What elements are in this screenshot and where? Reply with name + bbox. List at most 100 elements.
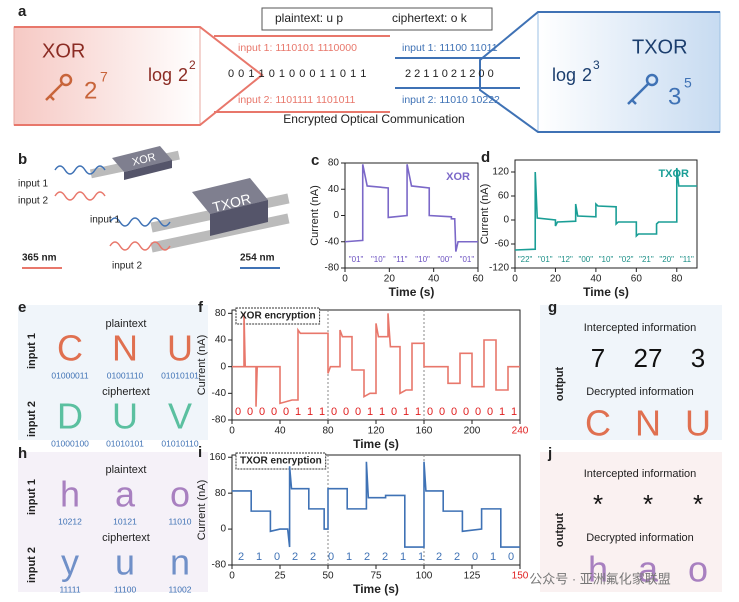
watermark: 公众号 · 亚洲氟化家联盟 [529,571,671,586]
annotation: "00" [578,255,593,264]
y-tick-label: 80 [215,308,227,319]
label: plaintext [106,464,147,476]
annotation: 2 [436,551,442,563]
annotation: 0 [271,406,277,418]
annotation: 0 [235,406,241,418]
letter: y [61,542,79,583]
label: 2 2 1 1 0 2 1 2 0 0 [405,68,494,80]
annotation: "01" [460,255,475,264]
annotation: "02" [619,255,634,264]
log: log [552,65,576,85]
y-tick-label: -80 [212,415,227,426]
annotation: 1 [379,406,385,418]
annotation: 2 [292,551,298,563]
panel-letter: d [481,149,490,166]
label: input 2: 11010 10222 [402,94,500,106]
label: Decrypted information [586,532,694,544]
x-tick-label: 60 [472,274,484,285]
intercepted: 27 [634,343,663,373]
decrypted: h [588,549,608,590]
letter: u [115,542,135,583]
title-box [235,452,327,470]
letter: V [168,396,192,437]
label: input 2 [18,196,48,207]
chart-title: XOR encryption [240,311,316,322]
code: 11002 [168,584,191,594]
annotation: "01" [538,255,553,264]
annotation: 1 [295,406,301,418]
title-box [235,307,321,325]
chart [228,307,521,424]
label: plaintext [106,318,147,330]
letter: D [57,396,83,437]
y-tick-label: -40 [212,388,227,399]
row-label: input 1 [26,479,38,515]
annotation: 1 [415,406,421,418]
text-box [261,7,493,31]
letter: U [167,328,193,369]
panel-letter: i [198,444,202,461]
chart-title: TXOR encryption [240,456,322,467]
code: 11111 [59,584,80,594]
decrypted: a [638,549,659,590]
annotation: "10" [371,255,386,264]
x-tick-label: 40 [590,274,602,285]
x-tick-label: 75 [370,571,382,582]
log-exp: 3 [593,58,600,72]
y-axis-label: Current (nA) [196,335,208,396]
label: input 1 [90,215,120,226]
x-tick-label: 0 [229,571,235,582]
annotation: "22" [518,255,533,264]
y-tick-label: 160 [209,452,226,463]
txor-bracket [479,11,720,133]
annotation: "01" [349,255,364,264]
annotation: 1 [256,551,262,563]
x-tick-label: 80 [322,426,334,437]
wave [54,191,106,201]
annotation: 0 [259,406,265,418]
chart-title: XOR [446,171,470,183]
txor-label: TXOR [632,36,688,58]
xor-device [89,146,180,180]
x-tick-label: 120 [368,426,385,437]
line [232,313,520,407]
key-exp: 7 [100,69,108,85]
annotation: 2 [364,551,370,563]
annotation: 0 [439,406,445,418]
y-tick-label: 120 [492,167,509,178]
panel-letter: h [18,445,27,462]
y-tick-label: 0 [333,210,339,221]
x-axis-label: Time (s) [583,285,629,299]
txor-device [150,178,290,253]
intercepted: * [693,489,703,519]
annotation: "10" [599,255,614,264]
panel-letter: f [198,299,204,316]
panel-letter: b [18,151,27,168]
x-tick-label: 200 [464,426,481,437]
code: 01000100 [51,438,89,448]
annotation: 1 [307,406,313,418]
label: Intercepted information [584,322,697,334]
annotation: "21" [639,255,654,264]
x-axis-label: Time (s) [389,285,435,299]
label: input 1: 11100 11011 [402,42,498,54]
plot-frame [514,159,698,269]
annotation: 0 [283,406,289,418]
letter: C [57,328,83,369]
x-tick-label: 25 [274,571,286,582]
log-base: 2 [178,65,188,85]
annotation: 0 [391,406,397,418]
x-axis-label: Time (s) [353,437,399,451]
y-tick-label: -80 [212,560,227,571]
y-tick-label: 40 [215,335,227,346]
log: log [148,65,172,85]
annotation: 0 [508,551,514,563]
y-tick-label: 60 [498,191,510,202]
xor-label: XOR [42,40,85,62]
annotation: 0 [355,406,361,418]
panel-j-bg [540,452,722,592]
annotation: 1 [400,551,406,563]
x-tick-label: 0 [229,426,235,437]
x-tick-label: 125 [464,571,481,582]
code: 01010101 [161,370,199,380]
